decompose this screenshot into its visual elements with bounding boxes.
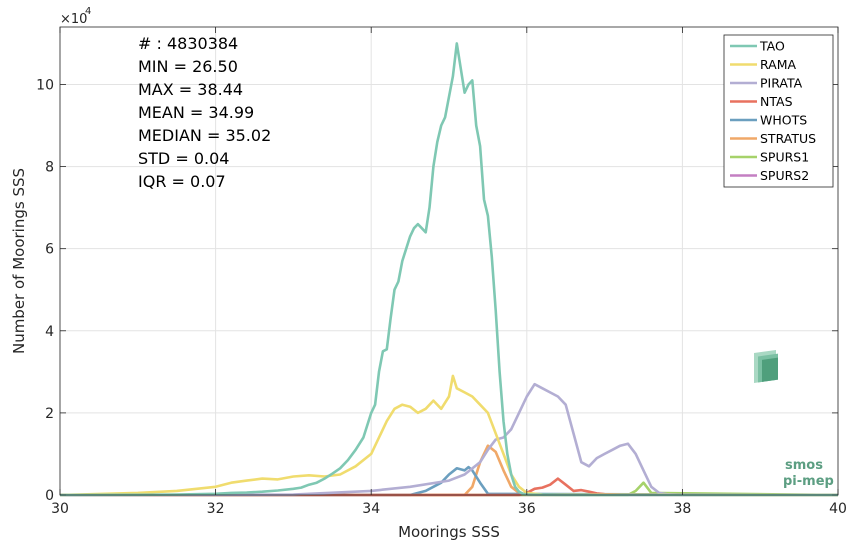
y-tick-label: 0 [45, 488, 54, 504]
stats-line: MAX = 38.44 [138, 80, 243, 99]
legend-label-tao: TAO [759, 39, 785, 54]
legend-label-stratus: STRATUS [760, 131, 816, 146]
legend-label-whots: WHOTS [760, 113, 807, 128]
x-tick-label: 30 [51, 501, 69, 517]
legend-label-spurs1: SPURS1 [760, 150, 809, 165]
stats-line: MEDIAN = 35.02 [138, 126, 271, 145]
stats-line: STD = 0.04 [138, 149, 229, 168]
logo-mark-icon [754, 349, 778, 384]
x-tick-label: 32 [207, 501, 225, 517]
stats-line: IQR = 0.07 [138, 172, 226, 191]
legend-box [723, 34, 834, 188]
y-multiplier-exponent: 4 [85, 6, 91, 17]
series-line-rama [59, 374, 839, 497]
y-tick-label: 8 [45, 160, 54, 176]
smos-pi-mep-logo: smos pi-mep [754, 349, 834, 489]
stats-box: # : 4830384 MIN = 26.50 MAX = 38.44 MEAN = … [138, 34, 271, 191]
logo-line-2: pi-mep [783, 474, 834, 489]
stats-line: # : 4830384 [138, 34, 238, 53]
legend-label-ntas: NTAS [760, 94, 793, 109]
series-line-whots [60, 465, 839, 497]
plot-area [60, 27, 838, 495]
y-multiplier: ×10 4 [60, 6, 91, 27]
legend: TAO RAMA PIRATA NTAS WHOTS STRATUS SPURS1 SPURS… [723, 34, 834, 188]
y-tick-label: 4 [45, 324, 54, 340]
logo-line-1: smos [785, 458, 823, 473]
x-tick-label: 38 [673, 501, 691, 517]
y-tick-label: 2 [45, 406, 54, 422]
stats-line: MIN = 26.50 [138, 57, 238, 76]
y-tick-label: 6 [45, 242, 54, 258]
axis-ticks: 30 32 34 36 38 40 0 2 4 6 8 10 [36, 27, 847, 517]
series-line-tao [59, 42, 838, 497]
x-tick-label: 36 [518, 501, 536, 517]
stats-line: MEAN = 34.99 [138, 103, 254, 122]
series-line-pirata [59, 382, 838, 497]
y-tick-label: 10 [36, 77, 54, 93]
x-tick-label: 40 [829, 501, 847, 517]
plot-frame [59, 26, 839, 496]
y-axis-label: Number of Moorings SSS [10, 168, 28, 354]
x-axis-label: Moorings SSS [398, 523, 500, 541]
x-tick-label: 34 [362, 501, 380, 517]
legend-items: TAO RAMA PIRATA NTAS WHOTS STRATUS SPURS1 SPURS… [730, 39, 816, 183]
legend-label-rama: RAMA [760, 57, 797, 72]
legend-label-spurs2: SPURS2 [760, 168, 809, 183]
legend-label-pirata: PIRATA [760, 76, 803, 91]
y-multiplier-base: ×10 [60, 12, 87, 27]
